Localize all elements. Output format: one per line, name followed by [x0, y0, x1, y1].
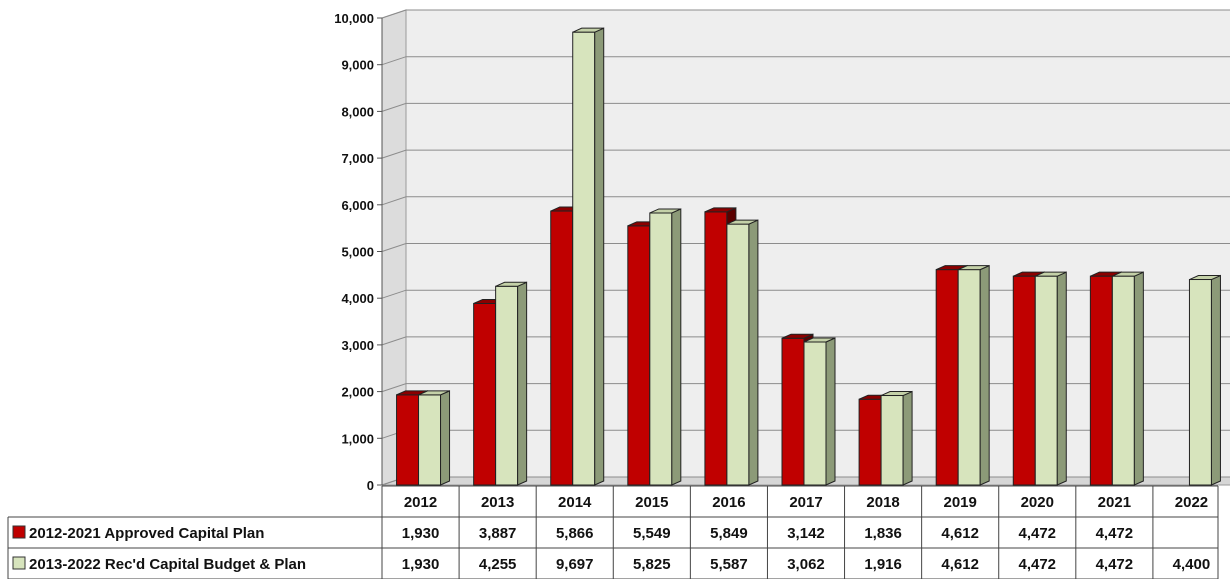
data-table-cell: 1,836	[864, 525, 902, 542]
bar	[726, 219, 759, 486]
data-table-cell: 1,930	[402, 556, 440, 573]
data-table-cell: 5,866	[556, 525, 594, 542]
x-category-label: 2021	[1098, 494, 1131, 511]
x-category-label: 2013	[481, 494, 514, 511]
gridline	[381, 9, 1230, 19]
y-tick-label: 1,000	[341, 431, 374, 446]
x-category-label: 2018	[866, 494, 899, 511]
bar	[495, 281, 528, 486]
data-table-cell: 5,549	[633, 525, 671, 542]
gridline	[381, 149, 1230, 159]
x-category-label: 2014	[558, 494, 592, 511]
data-table-cell: 4,255	[479, 556, 517, 573]
bar	[572, 27, 605, 486]
data-table-cell: 5,825	[633, 556, 671, 573]
data-table-cell: 4,612	[941, 525, 979, 542]
data-table-cell: 9,697	[556, 556, 594, 573]
bar	[649, 208, 682, 486]
data-table: 2012 2013 2014 2015 2016 2017 2018 2019 2020 2021…	[7, 485, 1219, 579]
y-tick-label: 6,000	[341, 198, 374, 213]
data-table-cell: 3,887	[479, 525, 517, 542]
y-tick-label: 7,000	[341, 151, 374, 166]
x-category-label: 2016	[712, 494, 745, 511]
gridline	[381, 102, 1230, 112]
y-tick-label: 2,000	[341, 385, 374, 400]
bars	[396, 27, 1221, 486]
data-table-cell: 3,142	[787, 525, 825, 542]
y-tick-label: 3,000	[341, 338, 374, 353]
y-tick-label: 8,000	[341, 104, 374, 119]
x-category-label: 2019	[943, 494, 976, 511]
x-category-label: 2015	[635, 494, 668, 511]
x-category-label: 2017	[789, 494, 822, 511]
legend-swatch	[12, 556, 26, 570]
legend-label: 2012-2021 Approved Capital Plan	[29, 525, 264, 542]
bar	[1188, 274, 1221, 486]
bar	[880, 390, 913, 486]
y-tick-label: 0	[367, 478, 374, 493]
legend-label: 2013-2022 Rec'd Capital Budget & Plan	[29, 556, 306, 573]
bar	[1111, 271, 1144, 486]
gridline	[381, 56, 1230, 66]
data-table-cell: 4,612	[941, 556, 979, 573]
data-table-cell: 4,472	[1096, 525, 1134, 542]
bar	[957, 264, 990, 486]
data-table-cell: 1,916	[864, 556, 902, 573]
legend-swatch	[12, 525, 26, 539]
data-table-cell: 4,472	[1018, 556, 1056, 573]
y-tick-label: 4,000	[341, 291, 374, 306]
x-category-label: 2012	[404, 494, 437, 511]
gridlines	[381, 9, 1230, 486]
data-table-cell: 5,587	[710, 556, 748, 573]
data-table-cell: 3,062	[787, 556, 825, 573]
data-table-cell: 5,849	[710, 525, 748, 542]
y-tick-label: 9,000	[341, 58, 374, 73]
data-table-cell: 4,400	[1173, 556, 1211, 573]
bar	[1034, 271, 1067, 486]
x-category-label: 2020	[1021, 494, 1054, 511]
y-axis: 0 1,000 2,000 3,000 4,000 5,000 6,000 7,000 8,00…	[334, 11, 383, 493]
y-tick-label: 10,000	[334, 11, 374, 26]
bar	[803, 337, 836, 486]
data-table-cell: 1,930	[402, 525, 440, 542]
y-tick-label: 5,000	[341, 245, 374, 260]
data-table-cell: 4,472	[1018, 525, 1056, 542]
gridline	[381, 243, 1230, 252]
x-category-label: 2022	[1175, 494, 1208, 511]
bar	[418, 390, 451, 486]
data-table-cell: 4,472	[1096, 556, 1134, 573]
gridline	[381, 196, 1230, 206]
